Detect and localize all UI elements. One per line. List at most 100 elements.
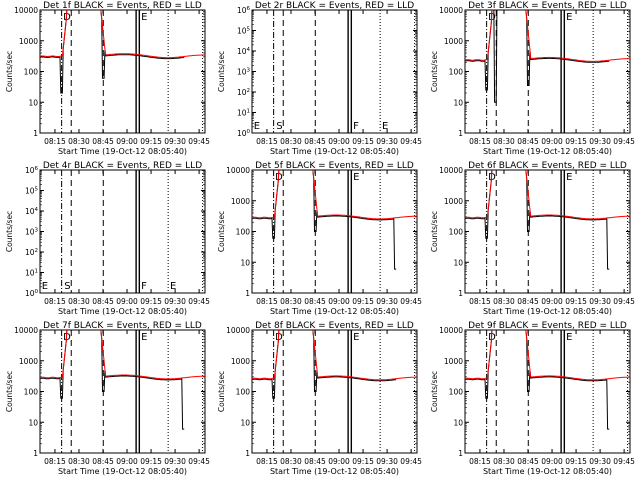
x-tick-label: 08:15 (256, 137, 278, 146)
y-tick-label: 101 (237, 109, 250, 118)
x-tick-label: 09:00 (328, 457, 350, 466)
x-tick-label: 09:30 (164, 457, 186, 466)
y-tick-label: 1 (33, 449, 38, 458)
y-tick-label: 100 (449, 388, 464, 397)
x-tick-label: 09:00 (541, 297, 563, 306)
y-tick-label: 10 (453, 98, 463, 107)
x-tick-label: 08:45 (304, 457, 326, 466)
x-tick-label: 09:30 (589, 137, 611, 146)
y-tick-label: 1000 (444, 37, 463, 46)
event-marker-label: E (566, 332, 572, 343)
detector-panel-9: Det 9f BLACK = Events, RED = LLD 1 10 100 10… (430, 321, 635, 476)
y-axis-label: Counts/sec (217, 371, 226, 412)
x-tick-label: 09:30 (164, 137, 186, 146)
x-tick-label: 09:00 (116, 137, 138, 146)
panel-title: Det 7f BLACK = Events, RED = LLD (43, 321, 202, 331)
x-tick-label: 08:15 (44, 297, 66, 306)
lld-series-line (40, 330, 205, 380)
panel-title: Det 6f BLACK = Events, RED = LLD (468, 161, 627, 171)
x-tick-label: 09:45 (400, 457, 422, 466)
x-tick-label: 08:15 (469, 297, 491, 306)
x-tick-label: 09:30 (376, 297, 398, 306)
y-tick-label: 1000 (444, 357, 463, 366)
x-tick-label: 09:00 (541, 137, 563, 146)
y-tick-label: 104 (237, 47, 251, 56)
panel-title: Det 2r BLACK = Events, RED = LLD (255, 1, 414, 11)
y-tick-label: 103 (237, 68, 251, 77)
y-tick-label: 105 (237, 27, 251, 36)
x-tick-label: 09:15 (352, 137, 374, 146)
event-marker-label: D (63, 12, 71, 23)
event-marker-label: F (141, 281, 147, 292)
y-tick-label: 1 (33, 129, 38, 138)
y-tick-label: 10000 (439, 6, 463, 15)
x-tick-label: 08:30 (68, 457, 90, 466)
plot-frame (39, 169, 206, 294)
x-tick-label: 09:15 (565, 457, 587, 466)
y-tick-label: 1000 (231, 357, 250, 366)
x-tick-label: 09:15 (352, 457, 374, 466)
x-tick-label: 09:00 (116, 297, 138, 306)
y-tick-label: 10 (240, 418, 250, 427)
x-tick-label: 09:30 (164, 297, 186, 306)
y-axis-label: Counts/sec (430, 51, 439, 92)
x-axis-label: Start Time (19-Oct-12 08:05:40) (58, 307, 187, 316)
y-tick-label: 100 (25, 289, 39, 298)
x-tick-label: 09:00 (328, 137, 350, 146)
y-tick-label: 1 (458, 289, 463, 298)
x-tick-label: 08:15 (44, 137, 66, 146)
detector-panel-3: Det 3f BLACK = Events, RED = LLD 1 10 100 10… (430, 1, 635, 156)
x-axis-label: Start Time (19-Oct-12 08:05:40) (270, 467, 399, 476)
x-tick-label: 08:30 (280, 137, 302, 146)
y-axis-label: Counts/sec (430, 371, 439, 412)
event-marker-label: D (275, 172, 283, 183)
y-tick-label: 103 (25, 228, 39, 237)
detector-panel-6: Det 6f BLACK = Events, RED = LLD 1 10 100 10… (430, 161, 635, 316)
x-axis-label: Start Time (19-Oct-12 08:05:40) (58, 147, 187, 156)
x-tick-label: 08:30 (493, 297, 515, 306)
event-marker-label: F (353, 121, 359, 132)
panel-title: Det 3f BLACK = Events, RED = LLD (468, 1, 627, 11)
y-axis-label: Counts/sec (5, 211, 14, 252)
y-tick-label: 10000 (14, 326, 38, 335)
x-tick-label: 08:45 (92, 297, 114, 306)
x-tick-label: 09:15 (565, 297, 587, 306)
lld-series-line (40, 10, 205, 59)
x-tick-label: 08:45 (304, 297, 326, 306)
x-tick-label: 09:15 (140, 137, 162, 146)
y-tick-label: 1000 (231, 197, 250, 206)
panel-title: Det 8f BLACK = Events, RED = LLD (255, 321, 414, 331)
x-tick-label: 08:15 (44, 457, 66, 466)
y-tick-label: 1 (245, 289, 250, 298)
y-tick-label: 100 (24, 388, 39, 397)
y-axis-label: Counts/sec (5, 371, 14, 412)
event-marker-label: E (170, 281, 176, 292)
plot-frame (251, 169, 418, 294)
plot-frame (251, 329, 418, 454)
event-marker-label: S (276, 121, 282, 132)
y-tick-label: 100 (449, 228, 464, 237)
y-tick-label: 100 (237, 129, 251, 138)
y-tick-label: 10000 (439, 166, 463, 175)
panel-title: Det 4r BLACK = Events, RED = LLD (43, 161, 202, 171)
detector-panel-1: Det 1f BLACK = Events, RED = LLD 1 10 100 10… (5, 1, 210, 156)
y-tick-label: 10 (453, 418, 463, 427)
detector-panel-5: Det 5f BLACK = Events, RED = LLD 1 10 100 10… (217, 161, 422, 316)
x-tick-label: 08:15 (256, 297, 278, 306)
y-tick-label: 106 (237, 6, 251, 15)
event-marker-label: D (488, 332, 496, 343)
lld-series-line (465, 330, 630, 381)
x-tick-label: 09:45 (188, 457, 210, 466)
detector-panel-7: Det 7f BLACK = Events, RED = LLD 1 10 100 10… (5, 321, 210, 476)
y-tick-label: 1 (245, 449, 250, 458)
y-tick-label: 1 (458, 449, 463, 458)
detector-panel-4: Det 4r BLACK = Events, RED = LLD 100 101 10… (5, 161, 210, 316)
event-marker-label: E (141, 12, 147, 23)
event-marker-label: D (488, 12, 496, 23)
y-tick-label: 105 (25, 187, 39, 196)
panel-title: Det 9f BLACK = Events, RED = LLD (468, 321, 627, 331)
x-tick-label: 08:30 (68, 297, 90, 306)
event-marker-label: E (141, 332, 147, 343)
event-marker-label: S (64, 281, 70, 292)
